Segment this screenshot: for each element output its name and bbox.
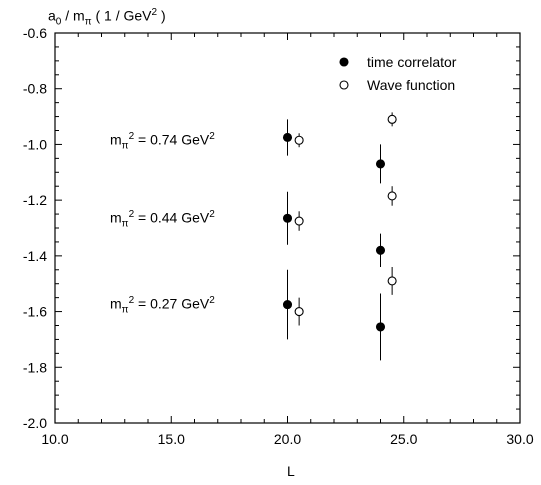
point-wave-function	[387, 191, 397, 201]
y-tick-label: -1.0	[23, 136, 47, 152]
y-tick-label: -0.6	[23, 25, 47, 41]
point-time-correlator	[375, 322, 386, 332]
point-wave-function	[294, 216, 304, 226]
point-wave-function	[294, 307, 304, 317]
annotation-mpi-027: mπ2 = 0.27 GeV2	[110, 295, 215, 316]
y-tick-label: -1.8	[23, 359, 47, 375]
x-tick-label: 20.0	[274, 431, 301, 447]
y-tick-label: -1.4	[23, 248, 47, 264]
x-tick-label: 30.0	[506, 431, 533, 447]
point-time-correlator	[375, 159, 386, 169]
y-tick-label: -1.6	[23, 304, 47, 320]
x-axis-label: L	[287, 463, 295, 479]
legend-marker-wave-function	[339, 80, 349, 90]
legend-marker-time-correlator	[339, 57, 349, 67]
point-time-correlator	[282, 132, 293, 143]
point-wave-function	[387, 276, 397, 286]
y-tick-label: -0.8	[23, 81, 47, 97]
point-time-correlator	[282, 300, 293, 310]
point-wave-function	[387, 114, 397, 124]
legend-label-wave-function: Wave function	[367, 77, 456, 93]
x-tick-label: 10.0	[41, 431, 68, 447]
point-time-correlator	[375, 245, 386, 255]
y-axis-label: a0 / mπ ( 1 / GeV2 )	[48, 7, 166, 28]
legend-label-time-correlator: time correlator	[367, 54, 457, 70]
y-tick-label: -1.2	[23, 192, 47, 208]
annotation-mpi-044: mπ2 = 0.44 GeV2	[110, 209, 215, 230]
y-tick-label: -2.0	[23, 415, 47, 431]
annotation-mpi-074: mπ2 = 0.74 GeV2	[110, 131, 215, 152]
point-wave-function	[294, 135, 304, 145]
x-tick-label: 25.0	[390, 431, 417, 447]
x-tick-label: 15.0	[158, 431, 185, 447]
point-time-correlator	[282, 213, 293, 223]
